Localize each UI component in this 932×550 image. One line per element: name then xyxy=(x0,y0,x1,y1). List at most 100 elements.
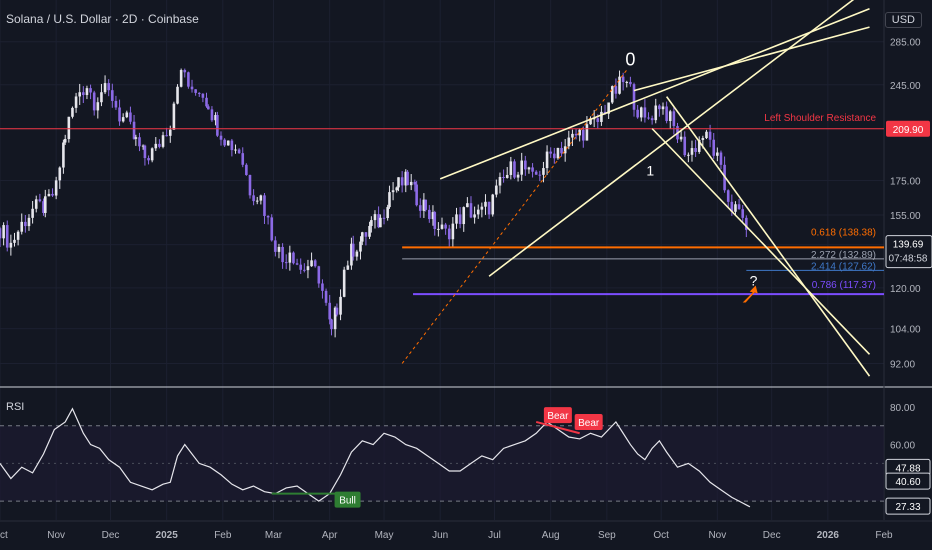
candle-body xyxy=(197,92,201,94)
candle-body xyxy=(134,137,138,139)
candle-body xyxy=(647,117,650,119)
fib-0618-label: 0.618 (138.38) xyxy=(811,227,876,238)
candle-body xyxy=(712,139,716,156)
candle-body xyxy=(679,136,683,140)
resistance-price-badge xyxy=(886,120,930,137)
candle-body xyxy=(350,243,353,266)
trendline xyxy=(665,96,871,377)
time-tick-label: Mar xyxy=(265,530,283,541)
trendline xyxy=(633,26,870,92)
candle-body xyxy=(5,225,9,248)
chart-title: Solana / U.S. Dollar · 2D · Coinbase xyxy=(6,12,199,26)
candle-body xyxy=(368,225,371,237)
candle-body xyxy=(618,76,621,94)
candle-body xyxy=(359,241,362,252)
price-tick-label: 175.00 xyxy=(890,177,921,188)
candle-body xyxy=(741,209,745,218)
price-tick-label: 104.00 xyxy=(890,325,921,336)
candle-body xyxy=(27,217,31,227)
candle-body xyxy=(245,164,248,175)
candle-body xyxy=(364,232,368,237)
candle-body xyxy=(585,124,589,141)
candle-body xyxy=(24,221,27,227)
candle-body xyxy=(330,319,333,330)
candle-body xyxy=(574,133,578,136)
candle-body xyxy=(51,193,54,196)
candle-body xyxy=(388,192,391,208)
candle-body xyxy=(147,158,150,161)
fib-2414-label: 2.414 (127.62) xyxy=(811,261,876,272)
candle-body xyxy=(545,151,549,169)
candle-body xyxy=(241,153,245,165)
candle-body xyxy=(63,139,67,143)
candle-body xyxy=(281,246,284,263)
candle-body xyxy=(43,196,47,213)
candle-body xyxy=(42,201,45,213)
candle-body xyxy=(114,100,118,108)
left-shoulder-label: Left Shoulder Resistance xyxy=(764,113,876,124)
wave-label-1: 1 xyxy=(646,163,654,179)
candle-body xyxy=(141,145,145,147)
candle-body xyxy=(716,152,719,156)
bear-label-2: Bear xyxy=(578,418,600,429)
candle-body xyxy=(629,81,632,85)
price-tick-label: 155.00 xyxy=(890,211,921,222)
candle-body xyxy=(527,167,531,170)
rsi-value-badge xyxy=(885,497,931,515)
candle-body xyxy=(553,153,556,159)
candle-body xyxy=(82,92,85,96)
candle-body xyxy=(379,217,382,228)
candle-body xyxy=(560,147,563,154)
candle-body xyxy=(85,88,89,96)
candle-body xyxy=(476,209,480,215)
candle-body xyxy=(333,307,337,330)
candle-body xyxy=(531,167,534,172)
bull-label: Bull xyxy=(339,496,356,507)
candle-body xyxy=(495,185,498,195)
candle-body xyxy=(397,177,400,188)
candle-body xyxy=(705,131,708,139)
candle-body xyxy=(20,221,24,232)
candle-body xyxy=(67,116,71,140)
candle-body xyxy=(351,243,355,257)
candle-body xyxy=(317,266,321,284)
candle-body xyxy=(484,201,487,207)
candle-body xyxy=(418,205,422,211)
bear-divergence-line xyxy=(535,420,580,435)
candle-body xyxy=(404,171,408,186)
trendline xyxy=(651,128,871,355)
resistance-price-label: 209.90 xyxy=(893,125,924,136)
currency-button[interactable]: USD xyxy=(884,12,922,28)
rsi-label: RSI xyxy=(6,401,25,413)
time-tick-label: May xyxy=(375,530,394,541)
candle-body xyxy=(734,204,737,212)
candle-body xyxy=(708,131,712,140)
candle-body xyxy=(726,190,730,202)
trendline xyxy=(439,8,870,180)
candle-body xyxy=(121,117,125,122)
candle-body xyxy=(205,97,208,107)
candle-body xyxy=(415,184,418,206)
candle-body xyxy=(74,96,78,108)
candle-body xyxy=(455,214,458,224)
time-tick-label: Nov xyxy=(708,530,726,541)
time-tick-label: Jul xyxy=(488,530,501,541)
candle-body xyxy=(509,161,513,175)
candle-body xyxy=(187,72,190,87)
candle-body xyxy=(190,86,194,90)
candle-body xyxy=(600,111,603,122)
candle-body xyxy=(230,140,234,151)
candle-body xyxy=(263,195,266,216)
fib-0786-label: 0.786 (117.37) xyxy=(812,280,876,291)
candle-body xyxy=(480,206,484,210)
candle-body xyxy=(542,168,545,175)
bear-badge-1 xyxy=(543,407,572,424)
candle-body xyxy=(377,214,380,228)
candle-body xyxy=(9,242,13,248)
candle-body xyxy=(516,174,520,178)
candle-body xyxy=(437,228,440,230)
candle-body xyxy=(288,252,292,263)
candle-body xyxy=(534,171,538,175)
candle-body xyxy=(132,121,136,139)
